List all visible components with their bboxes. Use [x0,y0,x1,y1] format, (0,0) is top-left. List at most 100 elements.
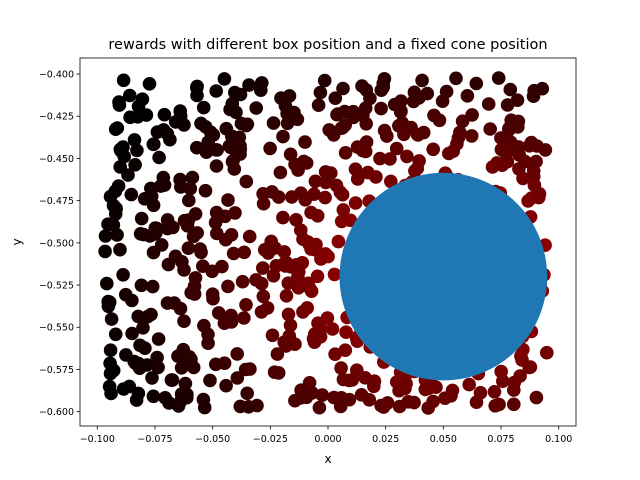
box-position-point [185,170,200,185]
box-position-point [239,118,254,133]
box-position-point [136,321,150,335]
box-position-point [294,223,308,237]
box-position-point [358,101,373,115]
box-position-point [145,279,160,294]
box-position-point [196,100,211,115]
box-position-point [130,143,144,158]
box-position-point [180,390,194,405]
box-position-point [116,268,130,282]
box-position-point [98,229,113,243]
box-position-point [243,362,257,376]
box-position-point [227,162,242,176]
box-position-point [362,393,377,407]
box-position-point [134,278,149,293]
box-position-point [529,390,544,405]
box-position-point [350,363,364,378]
y-tick-label: −0.450 [39,154,74,165]
box-position-point [328,91,343,105]
box-position-point [343,213,358,228]
box-position-point [310,209,325,223]
box-position-point [215,259,229,274]
box-position-point [133,338,147,353]
box-position-point [263,141,277,156]
box-position-point [127,133,142,147]
box-position-point [412,154,426,168]
box-position-point [183,181,198,196]
box-position-point [217,356,232,371]
box-position-point [209,205,224,220]
box-position-point [132,361,147,376]
box-position-point [116,140,130,154]
box-position-point [150,221,164,236]
box-position-point [328,347,342,362]
box-position-point [465,108,479,122]
box-position-point [327,267,342,282]
box-position-point [318,190,332,205]
box-position-point [146,198,161,213]
box-position-point [483,122,498,136]
box-position-point [190,226,204,240]
box-position-point [464,129,479,143]
box-position-point [146,137,161,152]
y-axis-label: y [10,238,24,245]
box-position-point [491,71,506,85]
box-position-point [494,364,509,379]
box-position-point [142,77,157,91]
box-position-point [312,400,327,415]
y-tick-label: −0.600 [39,407,74,418]
box-position-point [198,183,213,198]
box-position-point [412,91,426,105]
box-position-point [210,143,224,157]
box-position-point [507,397,521,412]
box-position-point [163,132,177,147]
box-position-point [242,78,256,92]
box-position-point [283,147,298,162]
box-position-point [449,71,463,86]
y-tick-label: −0.575 [39,365,74,376]
box-position-point [337,104,352,119]
box-position-point [177,263,191,277]
box-position-point [407,395,421,410]
box-position-point [325,322,340,336]
box-position-point [532,190,546,205]
box-position-point [239,174,254,189]
box-position-point [262,241,276,255]
box-position-point [241,400,256,414]
box-position-point [104,312,119,326]
box-position-point [125,326,139,341]
box-position-point [156,170,171,185]
box-position-point [151,360,165,375]
box-position-point [129,393,144,407]
box-position-point [180,219,195,233]
box-position-point [205,287,220,302]
box-position-point [400,149,414,164]
box-position-point [113,160,127,174]
box-position-point [494,142,509,157]
box-position-point [310,269,325,284]
box-position-point [211,306,226,320]
box-position-point [199,145,214,159]
x-tick-label: 0.075 [487,434,514,445]
box-position-point [503,82,518,97]
box-position-point [133,227,148,241]
box-position-point [102,295,117,310]
box-position-point [281,276,296,291]
box-position-point [219,121,234,136]
box-position-point [152,150,166,165]
box-position-point [500,98,515,112]
y-tick-label: −0.425 [39,112,74,123]
x-axis-ticks: −0.100 −0.075 −0.050 −0.025 0.000 0.025 0.050 0… [80,426,572,445]
box-position-point [110,121,125,135]
box-position-point [507,375,522,390]
box-position-point [208,215,223,230]
box-position-point [426,142,441,157]
box-position-point [110,228,124,242]
box-position-point [315,388,330,402]
box-position-point [173,301,188,316]
box-position-point [522,139,537,153]
box-position-point [311,98,326,112]
box-position-point [239,298,253,312]
box-position-point [380,129,394,143]
box-position-point [190,88,204,103]
box-position-point [225,96,240,111]
